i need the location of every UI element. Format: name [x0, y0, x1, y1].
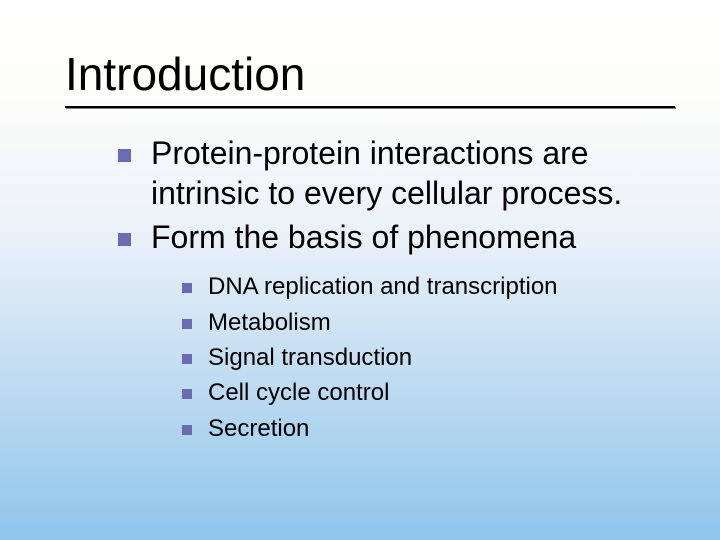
list-item: Protein-protein interactions are intrins…: [118, 134, 670, 213]
square-bullet-icon: [182, 354, 192, 364]
sub-item-text: Metabolism: [208, 307, 331, 339]
slide: Introduction Protein-protein interaction…: [0, 0, 720, 540]
square-bullet-icon: [182, 319, 192, 329]
main-bullet-list: Protein-protein interactions are intrins…: [118, 134, 670, 257]
square-bullet-icon: [182, 283, 192, 293]
list-item: Cell cycle control: [182, 377, 670, 409]
slide-title: Introduction: [65, 50, 305, 98]
list-item: Metabolism: [182, 307, 670, 339]
list-item: Signal transduction: [182, 342, 670, 374]
square-bullet-icon: [118, 149, 131, 162]
title-underline-wrap: [65, 106, 675, 108]
sub-item-text: Signal transduction: [208, 342, 412, 374]
sub-bullet-list: DNA replication and transcription Metabo…: [182, 271, 670, 445]
sub-item-text: DNA replication and transcription: [208, 271, 558, 303]
main-item-text: Form the basis of phenomena: [151, 218, 576, 258]
square-bullet-icon: [118, 233, 131, 246]
sub-item-text: Secretion: [208, 413, 309, 445]
list-item: Form the basis of phenomena: [118, 218, 670, 258]
title-underline: [65, 106, 675, 108]
list-item: Secretion: [182, 413, 670, 445]
square-bullet-icon: [182, 425, 192, 435]
title-row: Introduction: [65, 50, 670, 98]
main-item-text: Protein-protein interactions are intrins…: [151, 134, 670, 213]
list-item: DNA replication and transcription: [182, 271, 670, 303]
square-bullet-icon: [182, 389, 192, 399]
sub-item-text: Cell cycle control: [208, 377, 389, 409]
